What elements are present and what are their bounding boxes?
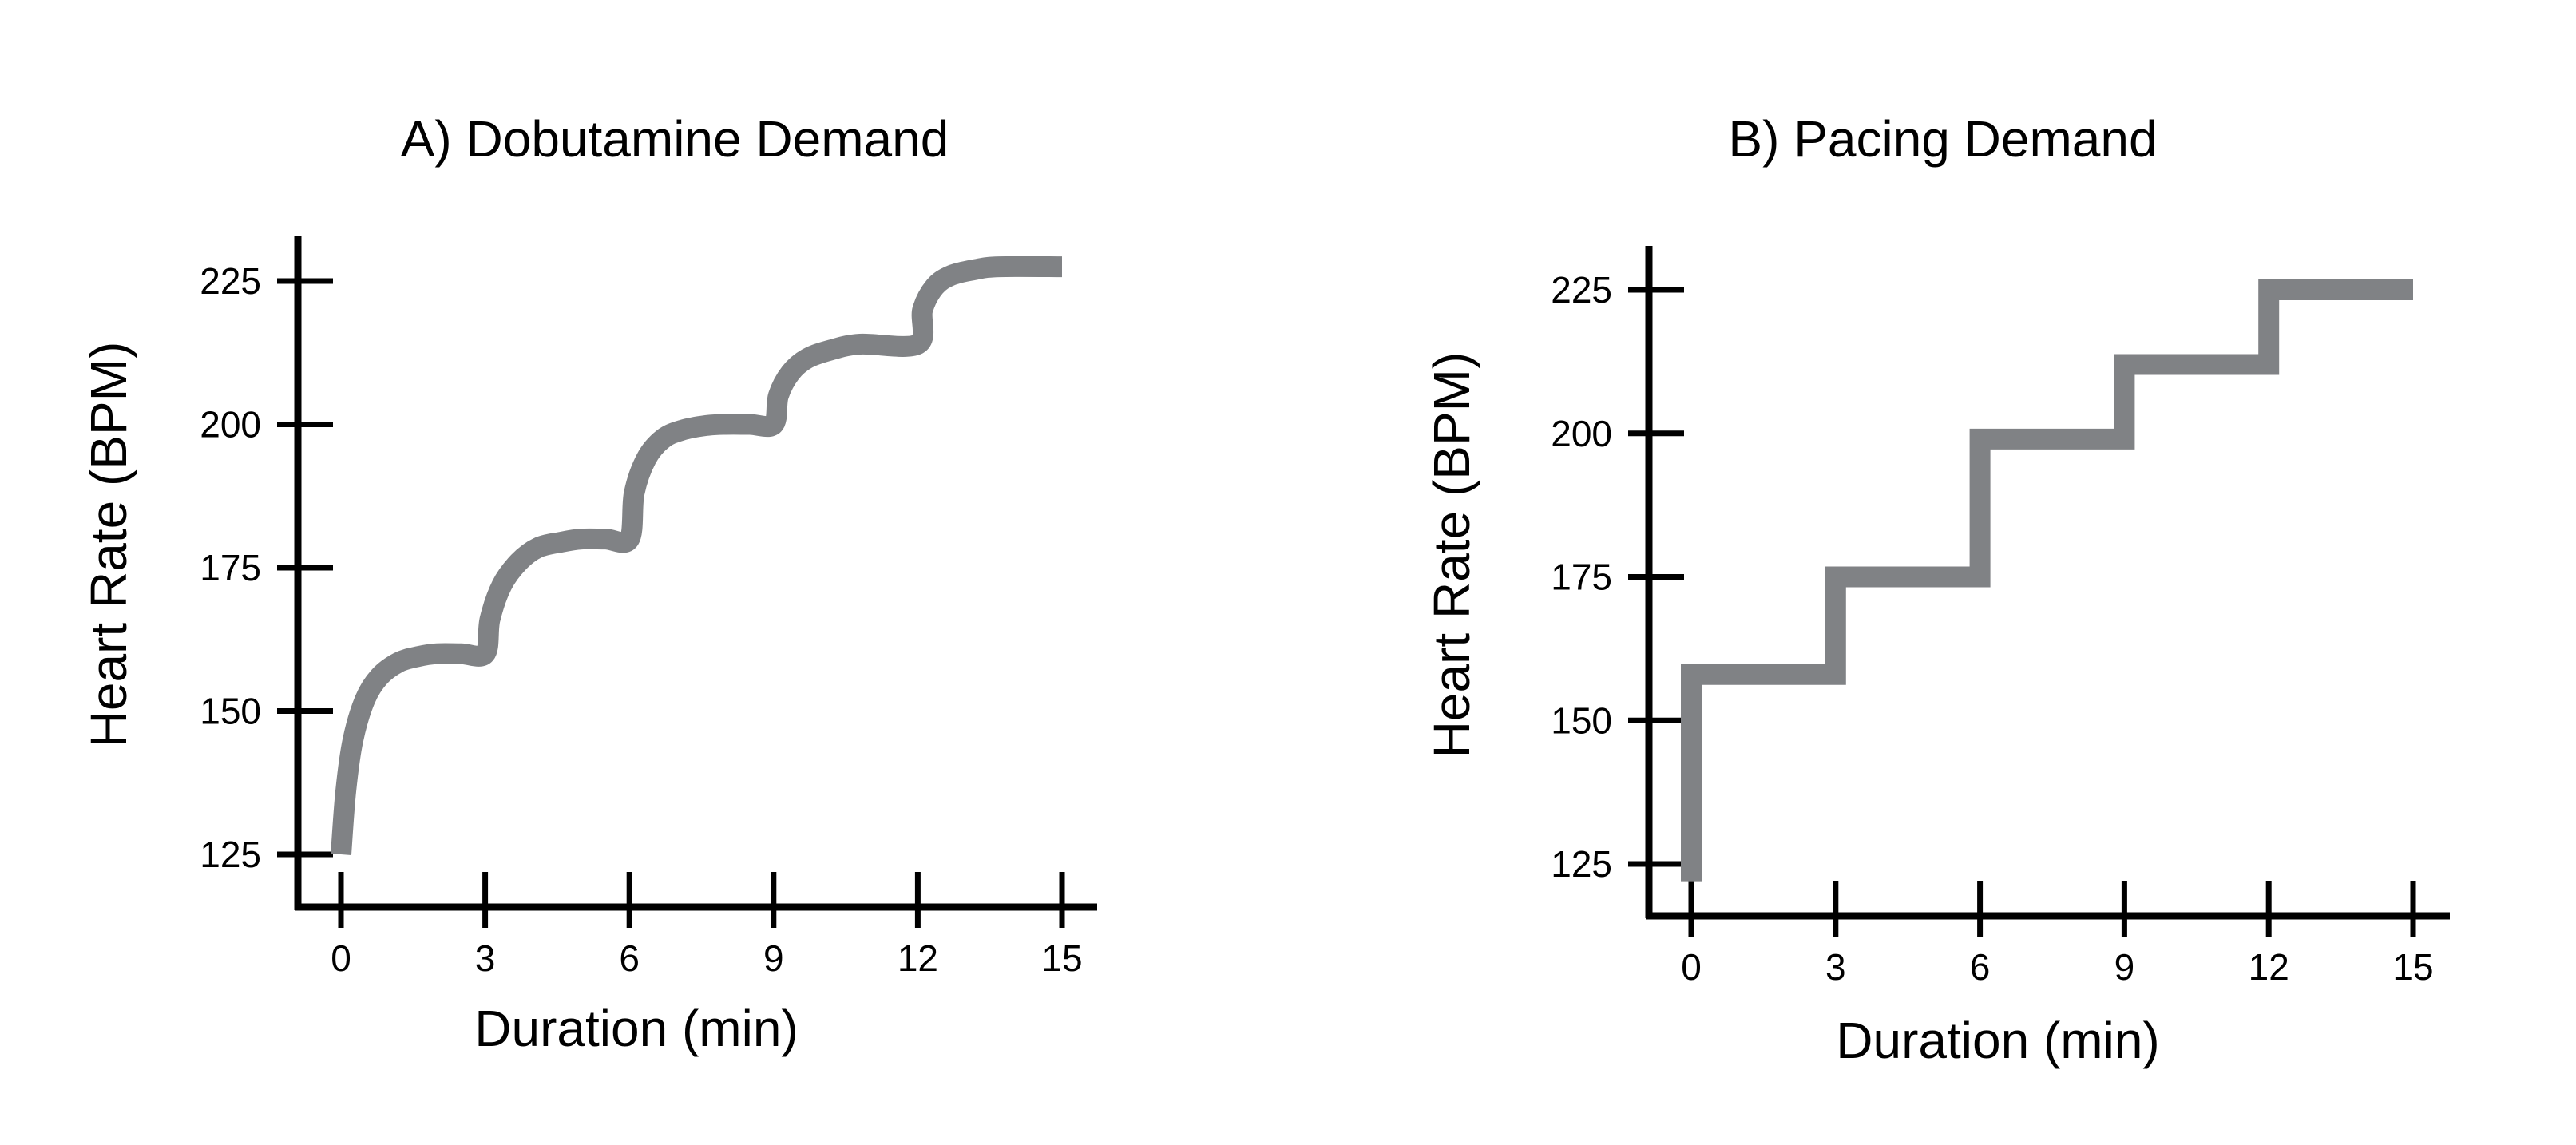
panel-a-x-tick-label: 12 (898, 937, 938, 979)
panel-a-title: A) Dobutamine Demand (401, 110, 949, 168)
panel-a-series-line (331, 256, 1063, 855)
panel-b-y-tick-label: 225 (1551, 269, 1612, 311)
panel-b-x-tick-label: 15 (2392, 946, 2433, 988)
panel-b-x-ticks: 0 3 6 9 12 15 (1681, 881, 2434, 988)
panel-a-y-tick-label: 175 (200, 547, 261, 588)
panel-b-x-tick-label: 6 (1970, 946, 1991, 988)
panel-a-x-tick-label: 6 (619, 937, 640, 979)
panel-b-x-tick-label: 9 (2114, 946, 2135, 988)
panel-a-y-tick-label: 225 (200, 260, 261, 302)
panel-b-y-tick-label: 200 (1551, 413, 1612, 454)
panel-a-y-tick-label: 200 (200, 404, 261, 446)
panel-b-xlabel: Duration (min) (1836, 1012, 2159, 1069)
panel-b-series-line (1681, 279, 2413, 882)
panel-b-x-tick-label: 12 (2249, 946, 2289, 988)
panel-b-y-tick-label: 150 (1551, 699, 1612, 741)
panel-a-x-tick-label: 0 (331, 937, 351, 979)
panel-b-y-tick-label: 175 (1551, 557, 1612, 598)
panel-a-ylabel: Heart Rate (BPM) (80, 342, 137, 748)
panel-b: B) Pacing Demand Heart Rate (BPM) Durati… (1423, 110, 2450, 1069)
panel-b-ylabel: Heart Rate (BPM) (1423, 352, 1480, 759)
panel-a-x-tick-label: 15 (1041, 937, 1082, 979)
panel-a-xlabel: Duration (min) (474, 1000, 798, 1057)
panel-a: A) Dobutamine Demand Heart Rate (BPM) Du… (80, 110, 1097, 1057)
panel-b-y-tick-label: 125 (1551, 843, 1612, 885)
panel-a-x-tick-label: 9 (763, 937, 784, 979)
panel-b-x-tick-label: 0 (1681, 946, 1702, 988)
panel-a-x-tick-label: 3 (475, 937, 496, 979)
panel-b-y-ticks: 125 150 175 200 225 (1551, 269, 1684, 885)
panel-a-y-tick-label: 125 (200, 834, 261, 875)
panel-a-y-ticks: 125 150 175 200 225 (200, 260, 333, 875)
panel-b-x-tick-label: 3 (1825, 946, 1846, 988)
panel-a-y-tick-label: 150 (200, 691, 261, 732)
panel-a-x-ticks: 0 3 6 9 12 15 (331, 872, 1083, 979)
panel-b-title: B) Pacing Demand (1728, 110, 2157, 168)
